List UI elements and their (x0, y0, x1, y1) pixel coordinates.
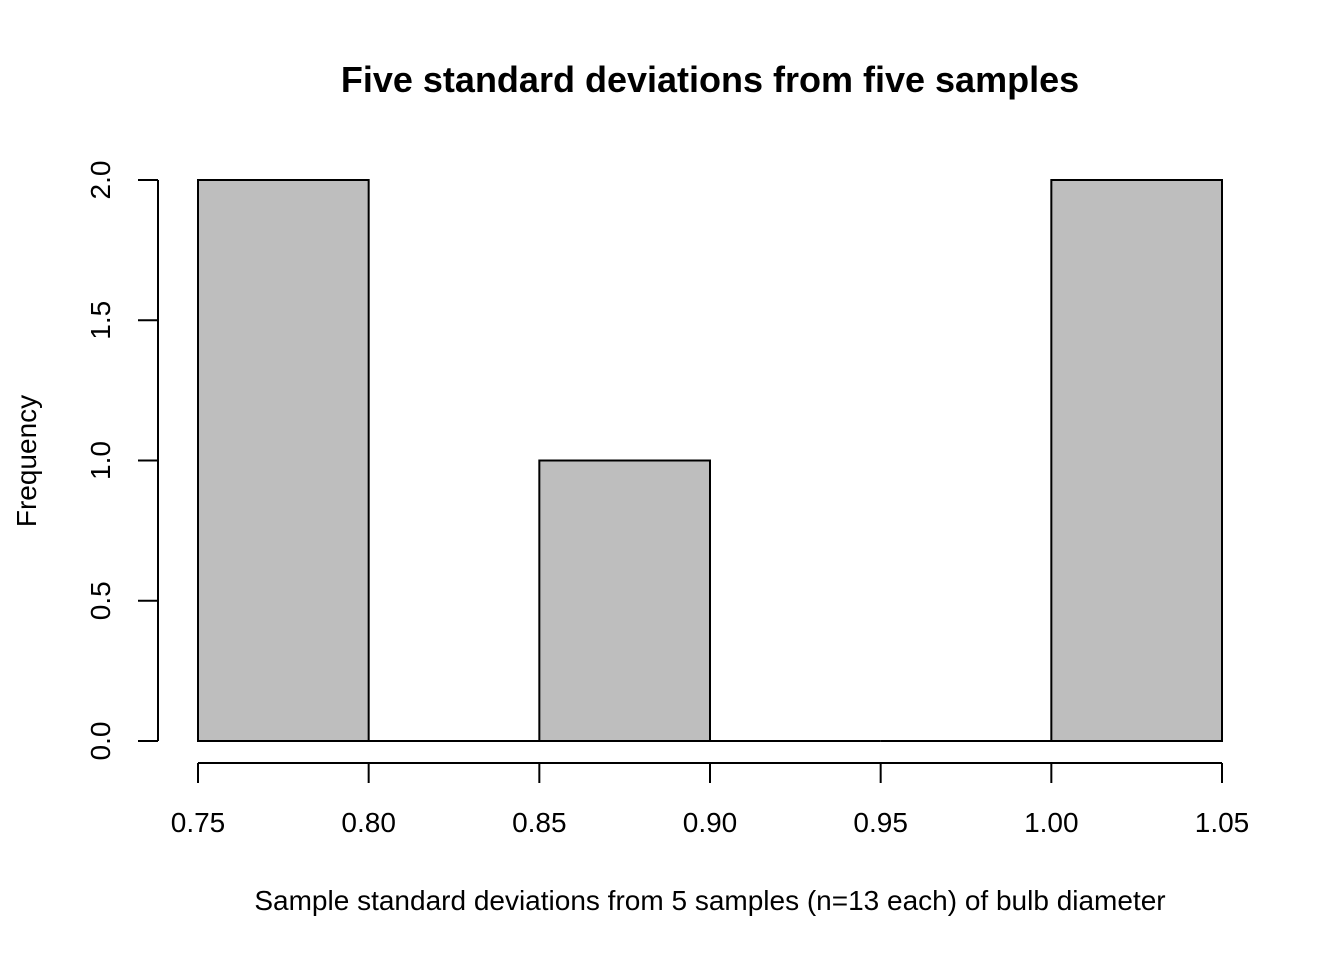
x-tick-label: 0.90 (683, 807, 738, 838)
x-tick-label: 0.95 (853, 807, 908, 838)
x-axis: 0.75 0.80 0.85 0.90 0.95 1.00 1.05 (171, 762, 1250, 838)
y-tick-label: 0.5 (85, 581, 116, 620)
y-axis-label: Frequency (11, 395, 42, 527)
x-tick-label: 1.00 (1024, 807, 1079, 838)
x-tick-label: 1.05 (1195, 807, 1250, 838)
x-axis-label: Sample standard deviations from 5 sample… (254, 885, 1165, 916)
chart-title: Five standard deviations from five sampl… (341, 59, 1079, 100)
y-tick-label: 1.5 (85, 301, 116, 340)
y-tick-label: 2.0 (85, 161, 116, 200)
histogram-bar (197, 179, 370, 742)
y-tick-label: 0.0 (85, 722, 116, 761)
x-tick-label: 0.75 (171, 807, 226, 838)
y-tick-label: 1.0 (85, 441, 116, 480)
x-tick-label: 0.85 (512, 807, 567, 838)
histogram-bar (1050, 179, 1224, 742)
x-tick-label: 0.80 (341, 807, 396, 838)
y-axis: 0.0 0.5 1.0 1.5 2.0 (85, 161, 159, 761)
histogram-bar (538, 459, 711, 742)
bars-group (197, 179, 1224, 742)
